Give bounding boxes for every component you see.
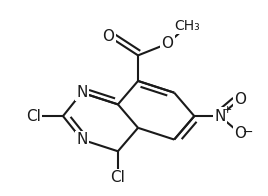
Text: N: N [214,109,225,124]
Text: O: O [162,36,173,51]
Text: Cl: Cl [110,170,125,185]
Text: O: O [234,126,246,141]
Text: CH₃: CH₃ [175,19,200,33]
Text: O: O [234,92,246,107]
Text: O: O [103,29,114,44]
Text: Cl: Cl [26,109,41,124]
Text: −: − [243,126,253,139]
Text: N: N [76,132,87,147]
Text: +: + [223,105,232,115]
Text: N: N [76,85,87,100]
